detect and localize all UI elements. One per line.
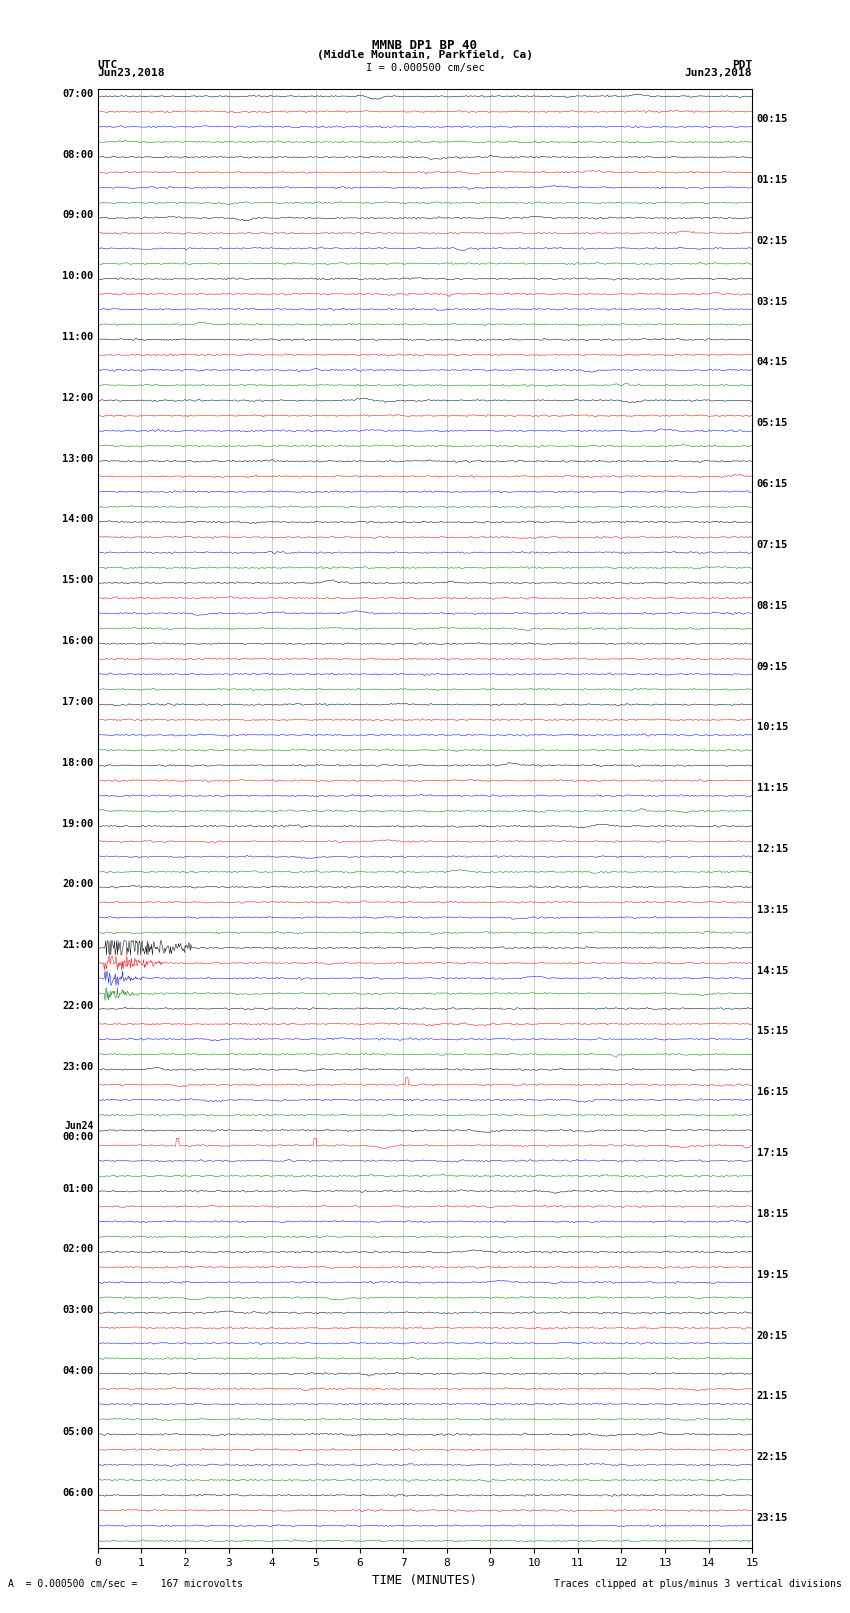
Text: 08:00: 08:00 (62, 150, 94, 160)
Text: 21:15: 21:15 (756, 1392, 788, 1402)
Text: 23:00: 23:00 (62, 1061, 94, 1073)
Text: PDT: PDT (732, 60, 752, 69)
Text: 23:15: 23:15 (756, 1513, 788, 1523)
Text: 18:00: 18:00 (62, 758, 94, 768)
Text: 10:15: 10:15 (756, 723, 788, 732)
Text: 06:15: 06:15 (756, 479, 788, 489)
Text: 17:00: 17:00 (62, 697, 94, 706)
Text: I = 0.000500 cm/sec: I = 0.000500 cm/sec (366, 63, 484, 73)
Text: 07:15: 07:15 (756, 540, 788, 550)
Text: UTC: UTC (98, 60, 118, 69)
Text: 02:15: 02:15 (756, 235, 788, 245)
Text: 18:15: 18:15 (756, 1210, 788, 1219)
Text: 19:15: 19:15 (756, 1269, 788, 1279)
Text: 04:15: 04:15 (756, 358, 788, 368)
Text: 05:15: 05:15 (756, 418, 788, 427)
Text: A  = 0.000500 cm/sec =    167 microvolts: A = 0.000500 cm/sec = 167 microvolts (8, 1579, 243, 1589)
Text: Jun24: Jun24 (64, 1121, 94, 1131)
Text: 03:00: 03:00 (62, 1305, 94, 1315)
Text: 16:15: 16:15 (756, 1087, 788, 1097)
Text: 13:15: 13:15 (756, 905, 788, 915)
Text: 03:15: 03:15 (756, 297, 788, 306)
Text: 15:15: 15:15 (756, 1026, 788, 1037)
Text: 00:15: 00:15 (756, 115, 788, 124)
Text: 04:00: 04:00 (62, 1366, 94, 1376)
Text: 11:00: 11:00 (62, 332, 94, 342)
Text: 09:15: 09:15 (756, 661, 788, 671)
Text: Traces clipped at plus/minus 3 vertical divisions: Traces clipped at plus/minus 3 vertical … (553, 1579, 842, 1589)
Text: 02:00: 02:00 (62, 1244, 94, 1255)
Text: 21:00: 21:00 (62, 940, 94, 950)
Text: MMNB DP1 BP 40: MMNB DP1 BP 40 (372, 39, 478, 52)
Text: 20:15: 20:15 (756, 1331, 788, 1340)
Text: 20:00: 20:00 (62, 879, 94, 889)
Text: 01:00: 01:00 (62, 1184, 94, 1194)
Text: 14:00: 14:00 (62, 515, 94, 524)
Text: 05:00: 05:00 (62, 1428, 94, 1437)
Text: 14:15: 14:15 (756, 966, 788, 976)
Text: 15:00: 15:00 (62, 576, 94, 586)
Text: 08:15: 08:15 (756, 600, 788, 611)
Text: 22:00: 22:00 (62, 1002, 94, 1011)
Text: 16:00: 16:00 (62, 636, 94, 647)
Text: 11:15: 11:15 (756, 784, 788, 794)
Text: 00:00: 00:00 (62, 1132, 94, 1142)
X-axis label: TIME (MINUTES): TIME (MINUTES) (372, 1574, 478, 1587)
Text: 09:00: 09:00 (62, 210, 94, 221)
Text: 17:15: 17:15 (756, 1148, 788, 1158)
Text: Jun23,2018: Jun23,2018 (685, 68, 752, 77)
Text: 06:00: 06:00 (62, 1487, 94, 1497)
Text: 12:15: 12:15 (756, 844, 788, 853)
Text: 07:00: 07:00 (62, 89, 94, 98)
Text: 12:00: 12:00 (62, 394, 94, 403)
Text: 10:00: 10:00 (62, 271, 94, 281)
Text: 19:00: 19:00 (62, 819, 94, 829)
Text: (Middle Mountain, Parkfield, Ca): (Middle Mountain, Parkfield, Ca) (317, 50, 533, 60)
Text: Jun23,2018: Jun23,2018 (98, 68, 165, 77)
Text: 01:15: 01:15 (756, 174, 788, 185)
Text: 22:15: 22:15 (756, 1452, 788, 1463)
Text: 13:00: 13:00 (62, 453, 94, 463)
